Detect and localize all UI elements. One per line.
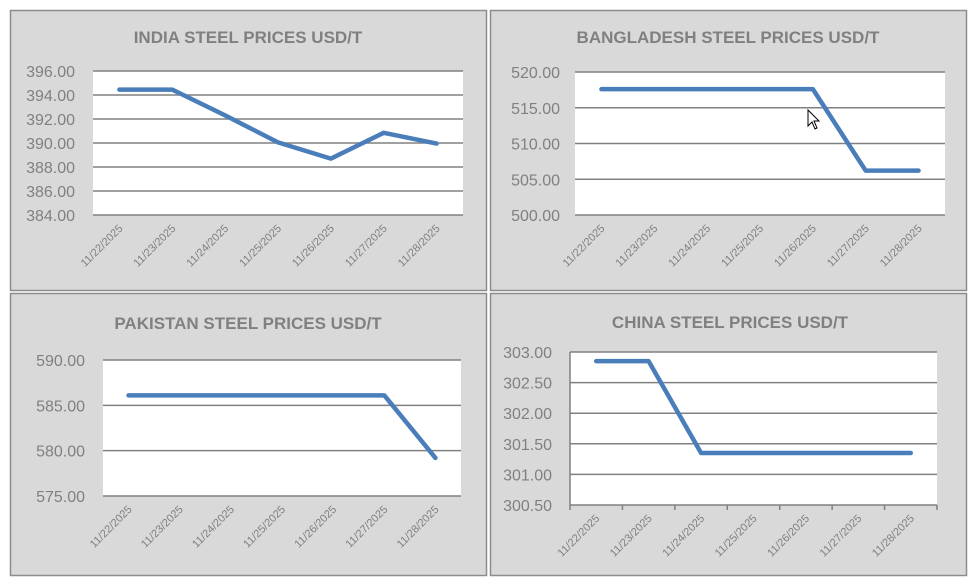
plot-area (570, 352, 937, 505)
y-tick-label: 590.00 (36, 353, 85, 370)
y-tick-label: 392.00 (26, 112, 75, 129)
y-tick-label: 386.00 (26, 184, 75, 201)
y-tick-label: 500.00 (511, 208, 560, 225)
y-tick-label: 388.00 (26, 160, 75, 177)
y-tick-label: 301.00 (503, 467, 552, 484)
y-tick-label: 300.50 (503, 498, 552, 515)
y-tick-label: 303.00 (503, 345, 552, 362)
y-tick-label: 396.00 (26, 64, 75, 81)
y-tick-label: 515.00 (511, 101, 560, 118)
y-tick-label: 575.00 (36, 489, 85, 506)
china-chart: CHINA STEEL PRICES USD/T 300.50 301.00 301.… (489, 292, 968, 577)
y-tick-label: 390.00 (26, 136, 75, 153)
chart-title: BANGLADESH STEEL PRICES USD/T (577, 28, 881, 47)
y-tick-label: 510.00 (511, 137, 560, 154)
y-tick-label: 520.00 (511, 65, 560, 82)
chart-title: INDIA STEEL PRICES USD/T (134, 28, 363, 47)
chart-title: PAKISTAN STEEL PRICES USD/T (114, 314, 382, 333)
y-tick-label: 585.00 (36, 398, 85, 415)
y-tick-label: 580.00 (36, 444, 85, 461)
y-tick-label: 301.50 (503, 437, 552, 454)
chart-title: CHINA STEEL PRICES USD/T (612, 313, 849, 332)
y-tick-label: 302.50 (503, 376, 552, 393)
y-tick-label: 302.00 (503, 406, 552, 423)
bangladesh-chart: BANGLADESH STEEL PRICES USD/T 500.00 505.0… (489, 9, 968, 292)
y-tick-label: 505.00 (511, 172, 560, 189)
india-chart: INDIA STEEL PRICES USD/T 384.00 386.00 388.… (9, 9, 488, 292)
plot-area (103, 360, 461, 496)
pakistan-chart: PAKISTAN STEEL PRICES USD/T 575.00 580.00 5… (9, 292, 488, 577)
y-tick-label: 394.00 (26, 88, 75, 105)
y-tick-label: 384.00 (26, 208, 75, 225)
mouse-cursor-icon (807, 108, 821, 130)
